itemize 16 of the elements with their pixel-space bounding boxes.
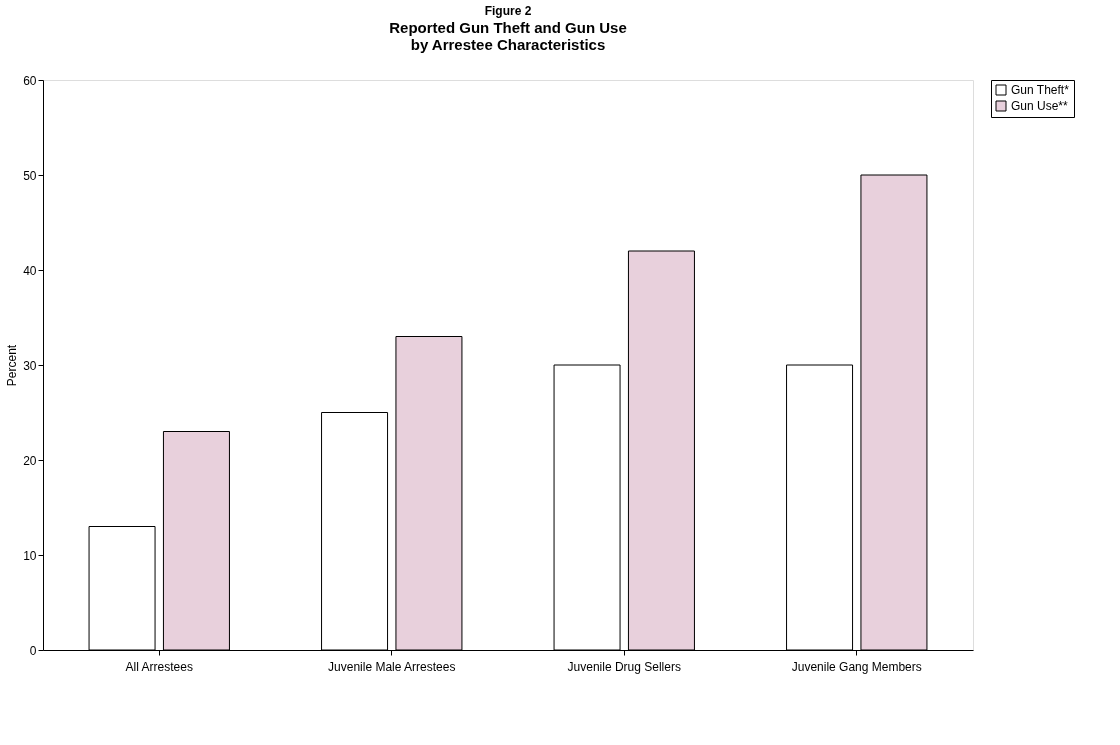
y-tick-label: 40 xyxy=(23,263,37,278)
x-tick-label: All Arrestees xyxy=(125,659,193,674)
y-tick-label: 10 xyxy=(23,548,37,563)
y-tick-label: 60 xyxy=(23,73,37,88)
legend-label: Gun Use** xyxy=(1011,99,1069,113)
y-tick-label: 50 xyxy=(23,168,37,183)
chart-title: Figure 2 xyxy=(484,4,532,18)
x-tick-label: Juvenile Drug Sellers xyxy=(567,659,681,674)
y-tick-label: 30 xyxy=(23,358,37,373)
x-tick-label: Juvenile Male Arrestees xyxy=(328,659,456,674)
chart-subtitle: Reported Gun Theft and Gun Use by Arrestee Characteristics xyxy=(389,19,627,53)
y-tick-label: 20 xyxy=(23,453,37,468)
legend-label: Gun Theft* xyxy=(1011,83,1070,97)
x-tick-label: Juvenile Gang Members xyxy=(791,659,922,674)
y-axis-title: Percent xyxy=(5,344,20,387)
y-tick-label: 0 xyxy=(29,643,37,658)
